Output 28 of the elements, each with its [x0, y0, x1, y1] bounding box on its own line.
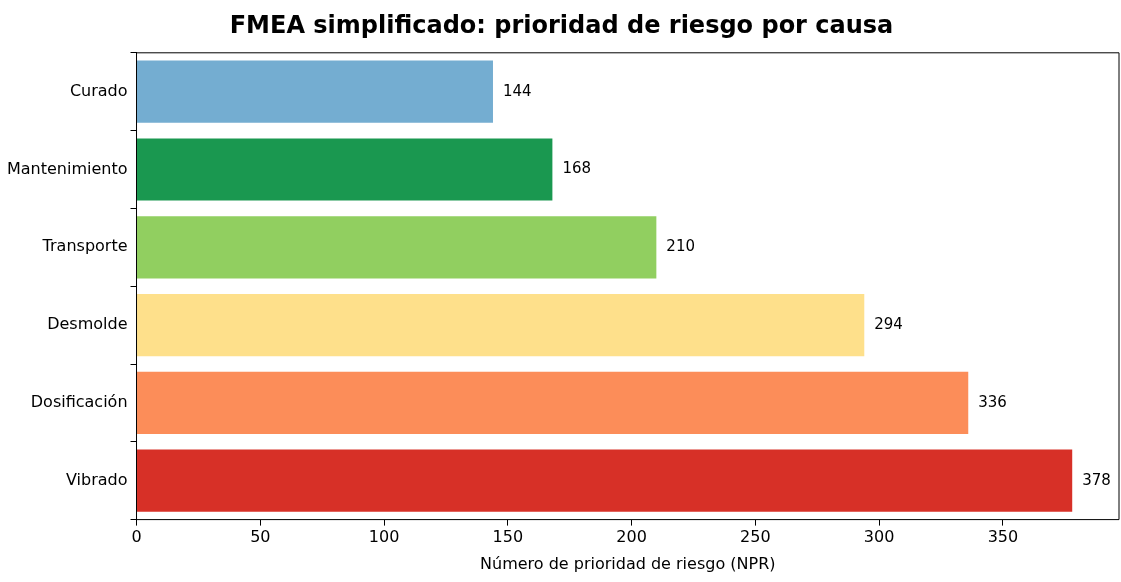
bar: [137, 138, 553, 201]
bar: [137, 60, 493, 123]
y-tick-label: Curado: [69, 80, 128, 100]
x-tick-label: 50: [250, 527, 271, 547]
data-label: 294: [874, 314, 903, 333]
x-tick-label: 0: [131, 527, 142, 547]
y-tick-label: Mantenimiento: [7, 158, 128, 178]
y-tick-label: Transporte: [41, 236, 128, 256]
bar: [137, 293, 865, 357]
x-axis-title: Número de prioridad de riesgo (NPR): [480, 553, 776, 573]
bar: [137, 449, 1073, 512]
x-tick-label: 350: [987, 527, 1019, 547]
data-label: 168: [562, 159, 592, 178]
bar: [137, 371, 969, 435]
y-tick-label: Desmolde: [47, 314, 128, 334]
data-label: 144: [502, 81, 532, 100]
data-label: 378: [1082, 470, 1111, 489]
x-tick-label: 300: [863, 527, 895, 547]
x-tick-label: 250: [740, 527, 771, 547]
chart-title: FMEA simplificado: prioridad de riesgo por causa: [229, 10, 894, 39]
data-label: 336: [978, 392, 1007, 411]
x-tick-label: 200: [616, 527, 647, 547]
y-tick-label: Vibrado: [66, 469, 128, 489]
bar: [137, 216, 657, 279]
x-tick-label: 100: [368, 527, 400, 547]
data-label: 210: [666, 237, 695, 256]
y-tick-label: Dosificación: [30, 392, 128, 412]
x-tick-label: 150: [492, 527, 524, 547]
